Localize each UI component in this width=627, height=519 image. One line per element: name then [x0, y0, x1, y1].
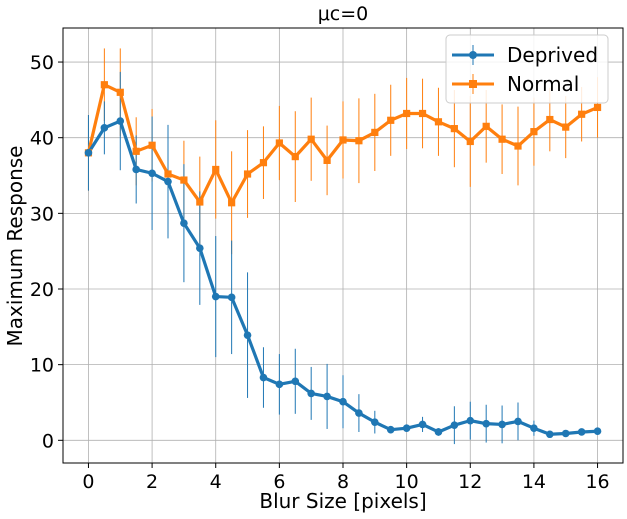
deprived-point	[482, 419, 490, 428]
normal-point	[196, 198, 204, 206]
deprived-point	[196, 244, 204, 252]
normal-point	[450, 125, 458, 133]
deprived-point	[132, 165, 140, 174]
normal-point	[291, 153, 299, 161]
x-tick-label: 10	[395, 471, 419, 493]
x-tick-label: 6	[273, 471, 285, 493]
legend-marker-normal	[469, 80, 477, 88]
normal-point	[116, 88, 124, 96]
deprived-point	[593, 427, 602, 436]
normal-point	[593, 103, 602, 112]
normal-point	[212, 165, 220, 174]
normal-point	[418, 109, 427, 118]
normal-point	[546, 115, 554, 124]
deprived-point	[259, 373, 268, 382]
deprived-point	[402, 424, 411, 433]
normal-point	[132, 147, 140, 155]
deprived-point	[275, 380, 284, 389]
deprived-point	[546, 430, 554, 439]
deprived-point	[323, 392, 331, 401]
normal-point	[275, 139, 283, 147]
y-tick-label: 10	[30, 355, 54, 377]
y-tick-label: 20	[30, 279, 54, 301]
x-tick-label: 0	[82, 471, 94, 493]
y-axis-ticks: 0 10 20 30 40 50	[30, 52, 63, 452]
x-tick-label: 12	[458, 471, 482, 493]
deprived-point	[450, 421, 459, 429]
legend-label-deprived: Deprived	[507, 43, 598, 67]
deprived-point	[339, 397, 347, 406]
normal-point	[434, 118, 443, 126]
deprived-point	[84, 149, 93, 157]
normal-point	[100, 81, 108, 89]
x-tick-label: 2	[146, 471, 158, 493]
normal-point	[148, 141, 156, 149]
legend: Deprived Normal	[445, 34, 609, 104]
deprived-point	[164, 177, 172, 186]
normal-point	[387, 116, 395, 124]
legend-marker-deprived	[469, 51, 477, 59]
legend-box	[445, 34, 609, 104]
normal-point	[243, 170, 252, 178]
deprived-point	[211, 292, 220, 301]
normal-point	[180, 176, 188, 184]
x-tick-label: 16	[585, 471, 609, 493]
deprived-point	[466, 416, 475, 425]
normal-point	[323, 156, 331, 164]
normal-point	[259, 159, 268, 167]
normal-point	[403, 109, 411, 118]
deprived-point	[434, 428, 443, 436]
chart-title: μc=0	[318, 3, 369, 25]
deprived-point	[561, 429, 570, 438]
deprived-point	[530, 424, 538, 433]
normal-point	[466, 137, 474, 146]
normal-point	[339, 136, 347, 144]
normal-point	[562, 123, 570, 131]
deprived-point	[116, 117, 125, 125]
normal-point	[164, 170, 172, 178]
deprived-point	[291, 377, 300, 386]
deprived-point	[307, 389, 315, 398]
deprived-point	[227, 293, 236, 302]
deprived-point	[514, 417, 522, 426]
x-tick-label: 4	[210, 471, 222, 493]
normal-point	[371, 128, 379, 136]
normal-point	[498, 135, 506, 143]
x-axis-label: Blur Size [pixels]	[259, 489, 426, 513]
normal-point	[514, 142, 522, 150]
deprived-point	[180, 219, 188, 227]
normal-point	[482, 122, 490, 130]
deprived-point	[355, 409, 363, 417]
y-axis-label: Maximum Response	[3, 146, 27, 347]
deprived-point	[371, 418, 379, 426]
normal-point	[530, 128, 538, 136]
normal-point	[578, 110, 586, 118]
y-tick-label: 0	[42, 430, 54, 452]
deprived-point	[386, 425, 395, 434]
deprived-point	[418, 420, 427, 429]
series-markers	[84, 81, 602, 439]
deprived-point	[577, 428, 586, 436]
normal-point	[307, 135, 315, 143]
y-tick-label: 40	[30, 128, 54, 150]
x-axis-ticks: 0 2 4 6 8 10 12 14 16	[82, 463, 610, 493]
legend-label-normal: Normal	[507, 72, 579, 96]
deprived-point	[148, 169, 156, 178]
y-tick-label: 50	[30, 52, 54, 74]
normal-point	[355, 137, 363, 145]
normal-point	[228, 199, 236, 207]
deprived-point	[100, 124, 109, 132]
x-tick-label: 14	[522, 471, 546, 493]
y-tick-label: 30	[30, 203, 54, 225]
deprived-point	[498, 420, 506, 429]
x-tick-label: 8	[337, 471, 349, 493]
deprived-point	[243, 331, 252, 339]
